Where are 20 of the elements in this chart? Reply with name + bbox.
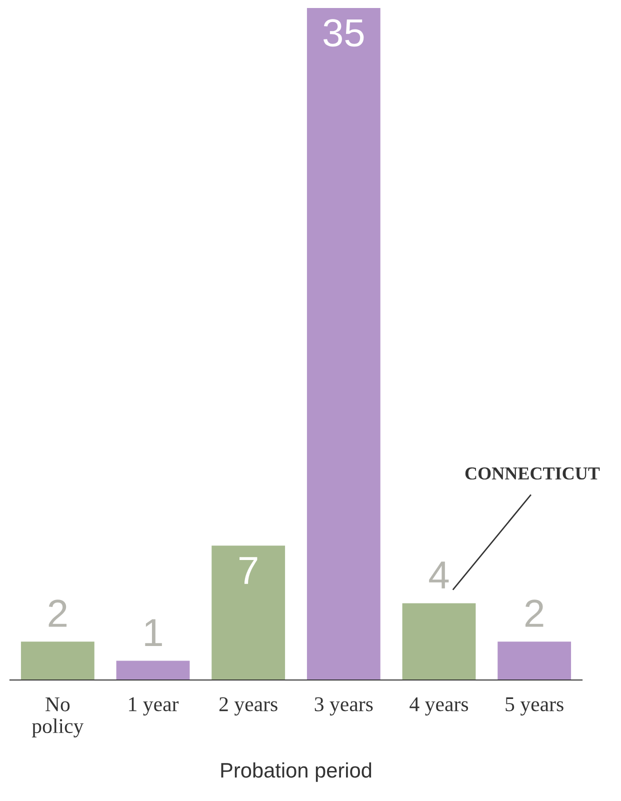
bar [498, 642, 572, 680]
x-axis-title: Probation period [221, 762, 372, 782]
bar [20, 642, 94, 680]
x-tick-label: 2 years [219, 697, 278, 716]
annotation: CONNECTICUT [465, 467, 600, 480]
x-tick-label: 4 years [410, 697, 468, 716]
data-label: 4 [429, 562, 449, 588]
data-label: 1 [145, 619, 162, 646]
bar [212, 546, 286, 680]
bar [402, 603, 476, 680]
data-label: 2 [525, 600, 544, 627]
x-tick-label: No policy [32, 697, 84, 738]
x-tick-label: 3 years [314, 697, 373, 716]
data-label: 7 [240, 557, 258, 584]
data-label: 35 [324, 19, 364, 47]
x-tick-label: 1 year [129, 697, 179, 716]
bar [306, 8, 380, 680]
data-label: 2 [48, 600, 67, 627]
x-tick-label: 5 years [506, 697, 564, 716]
bar [116, 660, 190, 680]
